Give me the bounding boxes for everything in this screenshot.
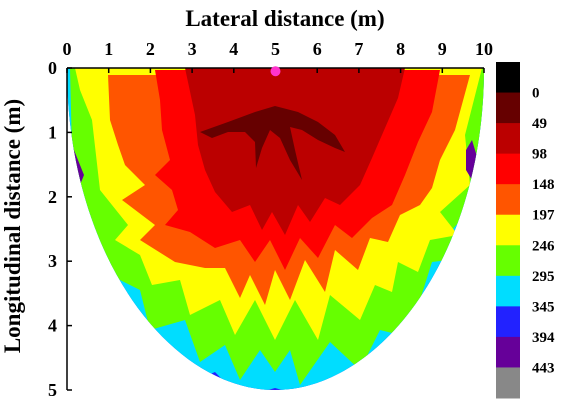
y-axis-title: Longitudinal distance (m) — [0, 99, 25, 353]
x-tick-labels: 0 1 2 3 4 5 6 7 8 9 10 — [63, 39, 494, 59]
colorbar-label-1: 49 — [532, 116, 547, 132]
x-tick-label-6: 6 — [313, 39, 322, 59]
y-tick-labels: 0 1 2 3 4 5 — [48, 58, 57, 400]
colorbar-label-6: 295 — [532, 269, 555, 285]
contour-plot — [67, 68, 484, 390]
colorbar-swatch-4 — [496, 184, 520, 216]
contour-band-maroon — [200, 106, 345, 180]
colorbar-label-5: 246 — [532, 238, 555, 254]
x-tick-label-4: 4 — [229, 39, 238, 59]
y-tick-label-4: 4 — [48, 316, 57, 336]
colorbar-label-0: 0 — [532, 86, 540, 102]
x-tick-label-9: 9 — [438, 39, 447, 59]
colorbar-label-7: 345 — [532, 299, 555, 315]
x-tick-label-5: 5 — [271, 39, 280, 59]
x-tick-marks — [66, 68, 485, 73]
colorbar-label-2: 98 — [532, 147, 547, 163]
x-tick-label-0: 0 — [63, 39, 72, 59]
x-tick-label-8: 8 — [396, 39, 405, 59]
x-tick-label-1: 1 — [104, 39, 113, 59]
colorbar-swatch-7 — [496, 275, 520, 307]
y-tick-label-5: 5 — [48, 380, 57, 400]
x-tick-label-7: 7 — [354, 39, 363, 59]
x-tick-label-3: 3 — [188, 39, 197, 59]
colorbar-swatch-10 — [496, 367, 520, 399]
colorbar-label-8: 394 — [532, 330, 555, 346]
colorbar-swatch-8 — [496, 306, 520, 338]
colorbar-swatch-6 — [496, 245, 520, 277]
x-tick-label-10: 10 — [475, 39, 493, 59]
colorbar-swatch-5 — [496, 214, 520, 246]
colorbar-label-9: 443 — [532, 360, 555, 376]
x-axis-title: Lateral distance (m) — [185, 6, 384, 31]
colorbar-swatch-1 — [496, 92, 520, 124]
colorbar-swatch-0 — [496, 62, 520, 94]
y-tick-label-2: 2 — [48, 187, 57, 207]
y-tick-label-3: 3 — [48, 251, 57, 271]
x-tick-label-2: 2 — [146, 39, 155, 59]
colorbar-label-3: 148 — [532, 177, 555, 193]
colorbar-label-4: 197 — [532, 208, 555, 224]
y-tick-label-1: 1 — [48, 122, 57, 142]
y-tick-marks — [67, 67, 72, 391]
colorbar-swatch-9 — [496, 336, 520, 368]
colorbar-swatch-2 — [496, 123, 520, 155]
source-point-marker — [270, 66, 281, 77]
colorbar: 0 49 98 148 197 246 295 345 394 443 — [496, 62, 555, 399]
colorbar-swatch-3 — [496, 153, 520, 185]
y-tick-label-0: 0 — [48, 58, 57, 78]
